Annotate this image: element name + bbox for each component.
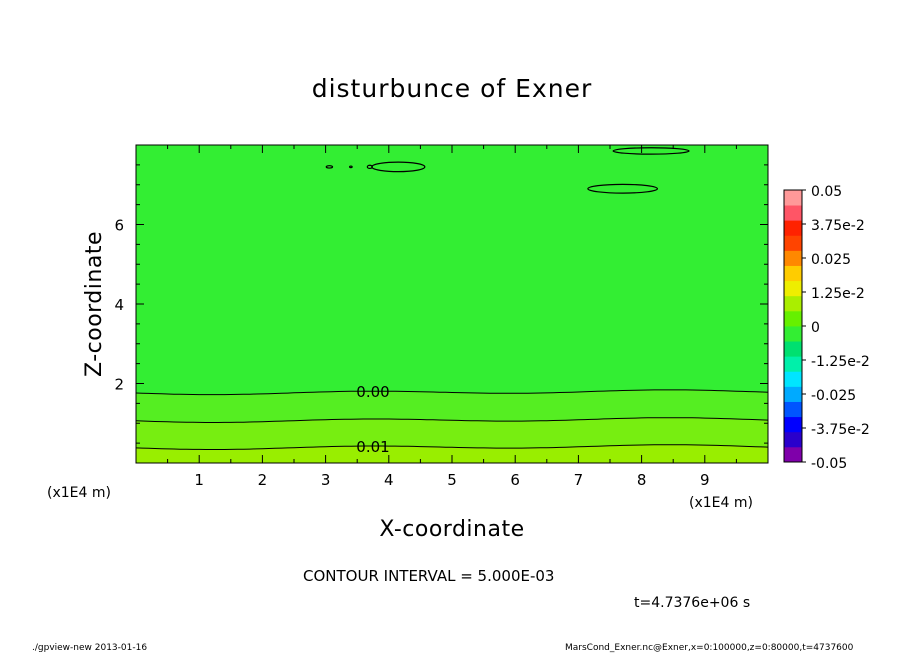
colorbar-segment — [784, 371, 802, 387]
small-contour-3 — [325, 165, 334, 169]
contour-label-0: 0.00 — [356, 383, 389, 401]
colorbar-label: 0.05 — [811, 184, 842, 200]
colorbar-label: 0 — [811, 320, 820, 336]
contour-band-0 — [136, 145, 768, 395]
colorbar-label: 3.75e-2 — [811, 218, 865, 234]
colorbar-segment — [784, 280, 802, 297]
y-tick-label: 4 — [114, 296, 124, 314]
small-contour-1 — [587, 183, 659, 194]
colorbar-segment — [784, 416, 802, 433]
x-tick-label: 9 — [700, 471, 710, 489]
y-axis-title: Z-coordinate — [82, 231, 107, 377]
colorbar-segment — [784, 431, 802, 448]
colorbar-segment — [784, 310, 802, 327]
y-axis-unit: (x1E4 m) — [47, 485, 111, 501]
contour-band-2 — [136, 417, 768, 450]
colorbar-label: -3.75e-2 — [811, 422, 870, 438]
contour-band-3 — [136, 444, 768, 463]
small-contour-5 — [366, 164, 373, 170]
colorbar-segment — [784, 250, 802, 266]
x-tick-label: 8 — [637, 471, 647, 489]
x-tick-label: 4 — [384, 471, 394, 489]
x-tick-label: 5 — [447, 471, 457, 489]
colorbar-segment — [784, 220, 802, 236]
contour-interval-label: CONTOUR INTERVAL = 5.000E-03 — [303, 567, 555, 585]
colorbar-label: -0.025 — [811, 388, 856, 404]
colorbar-segment — [784, 446, 802, 463]
x-tick-label: 3 — [321, 471, 331, 489]
contour-label-2: 0.01 — [356, 438, 389, 456]
contour-line-1 — [135, 417, 769, 423]
colorbar-segment — [784, 295, 802, 312]
colorbar-segment — [784, 235, 802, 251]
colorbar-segment — [784, 326, 802, 342]
x-tick-label: 6 — [510, 471, 520, 489]
colorbar-label: -1.25e-2 — [811, 354, 870, 370]
contour-band-1 — [136, 389, 768, 423]
y-tick-label: 6 — [114, 217, 124, 235]
time-label: t=4.7376e+06 s — [634, 595, 751, 611]
colorbar-segment — [784, 356, 802, 372]
chart-title: disturbunce of Exner — [311, 74, 593, 103]
colorbar-segment — [784, 265, 802, 282]
contour-line-2 — [135, 444, 769, 450]
colorbar-segment — [784, 190, 802, 206]
footer-file-info: MarsCond_Exner.nc@Exner,x=0:100000,z=0:8… — [565, 643, 854, 653]
y-tick-label: 2 — [114, 376, 124, 394]
x-tick-label: 2 — [258, 471, 268, 489]
small-contour-4 — [349, 165, 353, 169]
x-axis-unit: (x1E4 m) — [689, 495, 753, 511]
x-axis-title: X-coordinate — [379, 517, 524, 542]
colorbar-segment — [784, 341, 802, 357]
footer-program-date: ./gpview-new 2013-01-16 — [32, 643, 148, 653]
x-tick-label: 7 — [574, 471, 584, 489]
colorbar-label: 1.25e-2 — [811, 286, 865, 302]
contour-line-0 — [135, 389, 769, 396]
small-contour-0 — [371, 161, 426, 173]
colorbar-label: 0.025 — [811, 252, 851, 268]
colorbar-label: -0.05 — [811, 456, 847, 472]
colorbar-segment — [784, 386, 802, 402]
colorbar-segment — [784, 401, 802, 418]
x-tick-label: 1 — [194, 471, 204, 489]
colorbar-segment — [784, 205, 802, 221]
small-contour-2 — [612, 147, 690, 155]
